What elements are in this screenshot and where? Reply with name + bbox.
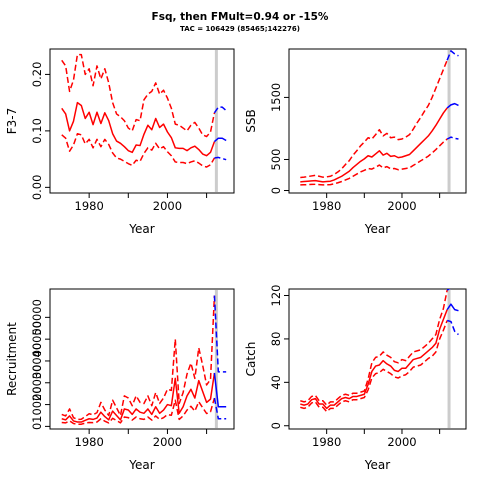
y-tick-label: 20000 — [30, 364, 44, 401]
projection-lower-line — [446, 319, 459, 336]
y-tick-label: 120 — [269, 285, 283, 307]
projection-upper-line — [446, 50, 459, 61]
projection-median-line — [446, 303, 459, 312]
series-group — [61, 295, 227, 425]
x-axis-label: Year — [128, 222, 154, 236]
x-tick-label: 2000 — [387, 199, 416, 213]
series-group — [300, 289, 459, 413]
y-axis-label: Recruitment — [5, 322, 19, 396]
panel-recruitment: 1980 200001000020000300004000050000YearRe… — [5, 288, 235, 472]
chart-title: Fsq, then FMult=0.94 or -15% — [152, 11, 329, 23]
y-tick-label: 0.20 — [30, 62, 44, 88]
x-tick-label: 1980 — [75, 435, 104, 449]
series-group — [300, 50, 459, 186]
series-median-line — [300, 309, 448, 410]
y-tick-label: 0.00 — [30, 175, 44, 201]
projection-lower-line — [446, 136, 459, 140]
y-tick-label: 0 — [30, 423, 44, 430]
chart-subtitle: TAC = 106429 (85465;142276) — [180, 25, 300, 33]
plot-frame — [288, 48, 467, 194]
x-tick-label: 1980 — [312, 199, 341, 213]
series-lower-line — [300, 320, 448, 413]
y-tick-label: 10000 — [30, 386, 44, 423]
series-upper-line — [61, 295, 216, 421]
series-group — [61, 53, 227, 168]
x-axis-label: Year — [128, 458, 154, 472]
projection-median-line — [213, 137, 227, 143]
series-upper-line — [300, 289, 448, 406]
projection-upper-line — [213, 106, 227, 114]
y-tick-label: 40 — [269, 375, 283, 390]
x-tick-label: 2000 — [153, 199, 182, 213]
y-axis-label: SSB — [244, 109, 258, 132]
panel-catch: 1980 2000 0 40 80 120 Year Catch — [244, 285, 467, 472]
projection-median-line — [446, 102, 459, 109]
plot-frame — [49, 288, 235, 430]
series-upper-line — [300, 59, 448, 179]
series-lower-line — [300, 138, 448, 186]
x-tick-label: 1980 — [312, 435, 341, 449]
y-axis-label: Catch — [244, 342, 258, 377]
series-lower-line — [61, 132, 216, 168]
y-tick-label: 40000 — [30, 321, 44, 358]
x-tick-label: 1980 — [75, 199, 104, 213]
series-upper-line — [61, 53, 216, 138]
y-tick-label: 0 — [269, 422, 283, 429]
plot-frame — [288, 288, 467, 430]
y-axis-label: F3-7 — [5, 108, 19, 135]
y-tick-label: 50000 — [30, 299, 44, 336]
y-tick-label: 1500 — [269, 83, 283, 112]
series-median-line — [300, 107, 448, 183]
x-tick-label: 2000 — [153, 435, 182, 449]
y-tick-label: 500 — [269, 149, 283, 171]
y-tick-label: 0.10 — [30, 118, 44, 144]
plot-frame — [49, 48, 235, 194]
series-median-line — [61, 101, 216, 157]
projection-lower-line — [213, 397, 227, 420]
x-axis-label: Year — [364, 222, 390, 236]
x-axis-label: Year — [364, 458, 390, 472]
panel-fbar: 1980 2000 0.00 0.10 0.20 Year F3-7 — [5, 48, 235, 236]
projection-lower-line — [214, 156, 227, 161]
series-median-line — [61, 372, 216, 423]
y-tick-label: 0 — [269, 187, 283, 194]
y-tick-label: 80 — [269, 332, 283, 347]
panel-ssb: 1980 2000 0 500 1500 Year SSB — [244, 48, 467, 236]
projection-median-line — [213, 372, 227, 408]
x-tick-label: 2000 — [387, 435, 416, 449]
projection-upper-line — [213, 295, 227, 373]
y-tick-label: 30000 — [30, 343, 44, 380]
